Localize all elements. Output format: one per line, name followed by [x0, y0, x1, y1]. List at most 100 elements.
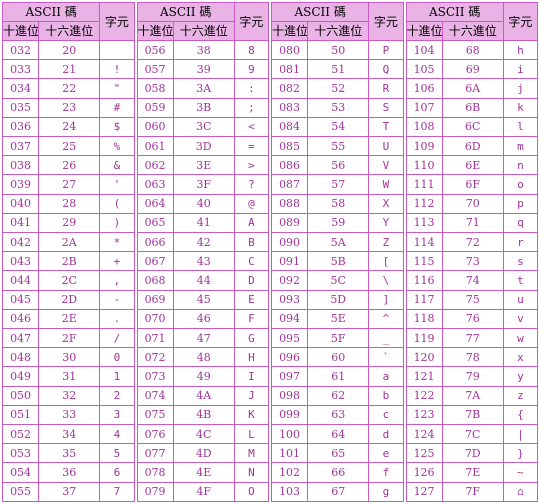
hex-column-header: 十六進位: [172, 21, 235, 41]
hex-cell: 5A: [307, 232, 370, 253]
hex-cell: 3E: [172, 155, 235, 176]
table-row: 105 69 i: [405, 59, 539, 80]
hex-cell: 2C: [38, 270, 101, 291]
table-row: 072 48 H: [136, 347, 270, 368]
table-row: 092 5C \: [270, 270, 404, 291]
table-row: 108 6C l: [405, 116, 539, 138]
hex-cell: 2D: [38, 289, 101, 310]
table-row: 110 6E n: [405, 155, 539, 176]
table-row: 063 3F?: [136, 174, 270, 195]
table-row: 118 76 v: [405, 308, 539, 330]
hex-cell: 4A: [172, 385, 235, 406]
table-row: 050 32 2: [1, 385, 135, 406]
char-cell: w: [502, 328, 539, 349]
table-row: 053 35 5: [1, 443, 135, 464]
table-row: 099 63 c: [270, 404, 404, 426]
table-row: 109 6D m: [405, 136, 539, 157]
char-cell: z: [502, 385, 539, 406]
hex-cell: 52: [307, 78, 370, 99]
table-row: 123 7B{: [405, 404, 539, 426]
char-cell: |: [502, 424, 539, 445]
hex-cell: 36: [38, 462, 101, 483]
char-cell: o: [502, 174, 539, 195]
char-cell: G: [233, 328, 270, 349]
hex-cell: 61: [307, 366, 370, 387]
char-cell: >: [233, 155, 270, 176]
decimal-column-header: 十進位: [136, 21, 174, 41]
decimal-cell: 105: [405, 59, 443, 80]
char-cell: ?: [233, 174, 270, 195]
hex-cell: 53: [307, 97, 370, 118]
char-cell: h: [502, 39, 539, 61]
hex-cell: 49: [172, 366, 235, 387]
hex-cell: 29: [38, 212, 101, 234]
decimal-cell: 049: [1, 366, 40, 387]
char-cell: &: [99, 155, 135, 176]
hex-cell: 48: [172, 347, 235, 368]
decimal-cell: 070: [136, 308, 174, 330]
table-row: 040 28(: [1, 193, 135, 214]
table-row: 054 36 6: [1, 462, 135, 483]
decimal-cell: 066: [136, 232, 174, 253]
decimal-cell: 037: [1, 136, 40, 157]
table-row: 035 23 #: [1, 97, 135, 118]
char-cell: 1: [99, 366, 135, 387]
table-row: 093 5D]: [270, 289, 404, 310]
decimal-cell: 095: [270, 328, 309, 349]
hex-cell: 77: [441, 328, 504, 349]
hex-cell: 42: [172, 232, 235, 253]
char-cell: R: [368, 78, 404, 99]
table-row: 045 2D -: [1, 289, 135, 310]
decimal-cell: 063: [136, 174, 174, 195]
hex-cell: 25: [38, 136, 101, 157]
table-row: 126 7E ~: [405, 462, 539, 483]
char-cell: g: [368, 481, 404, 503]
hex-cell: 5F: [307, 328, 370, 349]
hex-cell: 2F: [38, 328, 101, 349]
hex-cell: 4D: [172, 443, 235, 464]
decimal-cell: 042: [1, 232, 40, 253]
char-cell: p: [502, 193, 539, 214]
decimal-cell: 084: [270, 116, 309, 138]
decimal-cell: 036: [1, 116, 40, 138]
char-cell: W: [368, 174, 404, 195]
char-column-header: 字元: [233, 2, 270, 41]
hex-cell: 72: [441, 232, 504, 253]
table-row: 116 74 t: [405, 270, 539, 291]
table-row: 079 4F O: [136, 481, 270, 503]
char-cell: t: [502, 270, 539, 291]
hex-cell: 5E: [307, 308, 370, 330]
char-cell: [99, 39, 135, 61]
ascii-table-2: ASCII 碼 字元 十進位 十六進位 056 38 8 057 39 9 058 3A:05…: [136, 2, 270, 503]
decimal-cell: 110: [405, 155, 443, 176]
decimal-cell: 119: [405, 328, 443, 349]
char-cell: .: [99, 308, 135, 330]
decimal-cell: 053: [1, 443, 40, 464]
hex-cell: 71: [441, 212, 504, 234]
char-cell: c: [368, 404, 404, 426]
hex-cell: 50: [307, 39, 370, 61]
table-row: 106 6A j: [405, 78, 539, 99]
char-cell: 3: [99, 404, 135, 426]
table-row: 037 25%: [1, 136, 135, 157]
hex-cell: 2B: [38, 251, 101, 272]
char-cell: 6: [99, 462, 135, 483]
hex-cell: 58: [307, 193, 370, 214]
decimal-cell: 033: [1, 59, 40, 80]
hex-cell: 60: [307, 347, 370, 368]
char-cell: y: [502, 366, 539, 387]
char-cell: q: [502, 212, 539, 234]
char-cell: a: [368, 366, 404, 387]
decimal-cell: 094: [270, 308, 309, 330]
table-row: 048 30 0: [1, 347, 135, 368]
table-row: 084 54 T: [270, 116, 404, 138]
table-row: 065 41 A: [136, 212, 270, 234]
char-cell: -: [99, 289, 135, 310]
char-cell: x: [502, 347, 539, 368]
table-row: 120 78 x: [405, 347, 539, 368]
table-row: 036 24 $: [1, 116, 135, 138]
decimal-cell: 106: [405, 78, 443, 99]
hex-cell: 22: [38, 78, 101, 99]
decimal-cell: 056: [136, 39, 174, 61]
hex-cell: 40: [172, 193, 235, 214]
